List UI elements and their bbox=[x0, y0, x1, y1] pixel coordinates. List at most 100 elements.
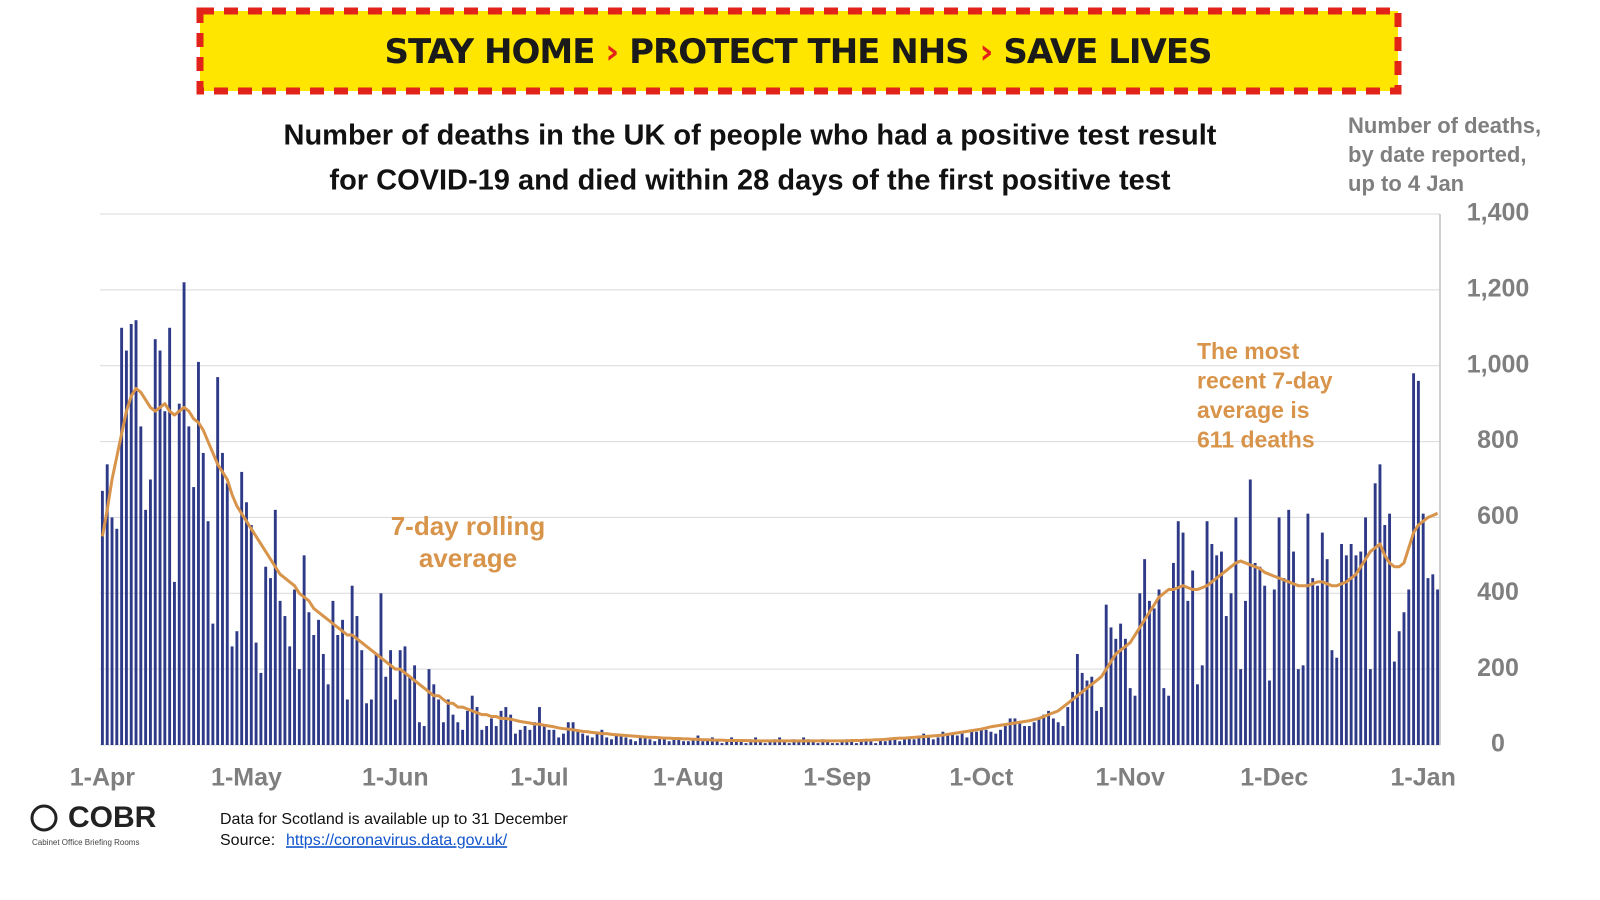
bar bbox=[758, 741, 762, 745]
y-tick-label: 400 bbox=[1477, 578, 1519, 606]
bar bbox=[1042, 714, 1046, 745]
bar bbox=[206, 521, 210, 745]
bar bbox=[624, 737, 628, 745]
bar bbox=[931, 739, 935, 745]
banner-line: STAY HOME › PROTECT THE NHS › SAVE LIVES bbox=[384, 32, 1211, 72]
bar bbox=[1368, 669, 1372, 745]
bar bbox=[941, 731, 945, 745]
bar bbox=[999, 729, 1002, 745]
bar bbox=[586, 735, 589, 745]
bar bbox=[682, 741, 685, 745]
bar bbox=[1316, 585, 1319, 745]
bar bbox=[1061, 726, 1065, 745]
bar bbox=[1330, 650, 1334, 745]
bar bbox=[715, 741, 719, 745]
bar bbox=[691, 739, 695, 745]
bar bbox=[734, 739, 738, 745]
bar bbox=[566, 722, 570, 745]
x-tick-label: 1-Apr bbox=[70, 764, 136, 792]
bar bbox=[456, 722, 460, 745]
bar bbox=[1099, 707, 1103, 745]
bar bbox=[797, 741, 801, 745]
bar bbox=[341, 619, 344, 745]
bar bbox=[1335, 657, 1339, 745]
annotation: average is bbox=[1197, 397, 1310, 423]
bar bbox=[883, 741, 887, 745]
bar bbox=[576, 729, 580, 745]
bar bbox=[432, 684, 436, 745]
bar bbox=[826, 741, 830, 745]
bar bbox=[542, 726, 546, 745]
bar bbox=[221, 452, 224, 745]
bar bbox=[830, 743, 834, 745]
bar bbox=[1003, 726, 1007, 745]
bar bbox=[1008, 718, 1012, 745]
logo-text: COBR bbox=[68, 801, 157, 834]
bar bbox=[917, 735, 921, 745]
bar bbox=[379, 593, 383, 745]
bar bbox=[1215, 555, 1219, 745]
y-tick-label: 1,200 bbox=[1467, 274, 1530, 302]
bar bbox=[523, 726, 527, 745]
bar bbox=[326, 684, 330, 745]
banner-item: PROTECT THE NHS bbox=[629, 32, 969, 72]
bar bbox=[312, 635, 316, 745]
bar bbox=[547, 729, 551, 745]
bar bbox=[288, 646, 292, 745]
bar bbox=[1071, 691, 1075, 745]
bar bbox=[245, 502, 248, 745]
bar bbox=[1119, 623, 1123, 745]
bar bbox=[408, 676, 412, 745]
bar bbox=[369, 699, 373, 745]
bar bbox=[1172, 562, 1175, 745]
bar bbox=[763, 743, 767, 745]
bar bbox=[225, 483, 229, 745]
bar bbox=[302, 555, 306, 745]
bar bbox=[960, 733, 964, 745]
bar bbox=[744, 743, 748, 745]
bar bbox=[1344, 555, 1348, 745]
bar bbox=[581, 733, 585, 745]
bar bbox=[297, 669, 301, 745]
bar bbox=[201, 452, 205, 745]
bar bbox=[1013, 718, 1017, 745]
bar bbox=[115, 528, 119, 745]
bar bbox=[927, 737, 930, 745]
bar bbox=[1407, 589, 1411, 745]
bar bbox=[1392, 661, 1396, 745]
bar bbox=[365, 703, 368, 745]
bar bbox=[192, 487, 196, 745]
chart: Number of deaths in the UK of people who… bbox=[70, 113, 1541, 792]
y-tick-label: 600 bbox=[1477, 502, 1519, 530]
y-tick-label: 1,000 bbox=[1467, 350, 1530, 378]
bar bbox=[739, 741, 743, 745]
annotation: The most bbox=[1197, 338, 1300, 364]
bar bbox=[1162, 688, 1166, 745]
bar bbox=[1157, 589, 1161, 745]
bar bbox=[725, 741, 729, 745]
bar bbox=[1023, 726, 1026, 745]
bar bbox=[1244, 600, 1247, 745]
bar bbox=[518, 729, 522, 745]
bar bbox=[1388, 513, 1392, 745]
logo-subtitle: Cabinet Office Briefing Rooms bbox=[32, 838, 139, 847]
bar bbox=[249, 525, 253, 745]
bar bbox=[374, 653, 378, 745]
source-link[interactable]: https://coronavirus.data.gov.uk/ bbox=[286, 832, 508, 849]
y-tick-label: 1,400 bbox=[1467, 199, 1530, 227]
bar bbox=[1018, 722, 1022, 745]
bar bbox=[1037, 718, 1041, 745]
bar bbox=[1080, 672, 1084, 745]
bar bbox=[893, 737, 897, 745]
bar bbox=[1340, 543, 1343, 745]
bar bbox=[278, 600, 282, 745]
bar bbox=[677, 739, 681, 745]
bar bbox=[946, 733, 950, 745]
chevron: › bbox=[594, 32, 629, 72]
bar bbox=[1253, 562, 1257, 745]
bar bbox=[110, 517, 114, 745]
bar bbox=[1047, 710, 1051, 745]
bar bbox=[629, 739, 633, 745]
bar bbox=[869, 741, 873, 745]
